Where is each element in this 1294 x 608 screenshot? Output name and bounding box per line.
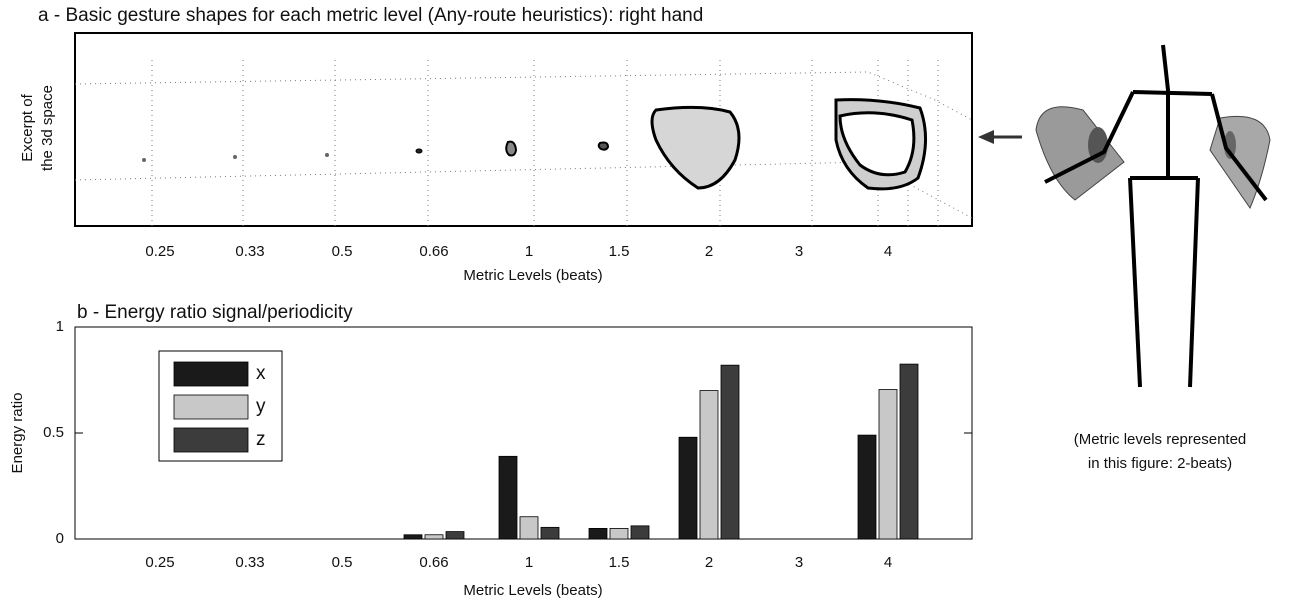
x-tick-label: 0.25 bbox=[145, 554, 174, 571]
bar bbox=[899, 363, 919, 540]
panel-a-frame bbox=[74, 32, 973, 227]
x-tick-label: 0.25 bbox=[145, 243, 174, 260]
bar bbox=[424, 534, 444, 540]
bar bbox=[588, 528, 608, 540]
x-tick-label: 0.33 bbox=[235, 554, 264, 571]
x-tick-label: 0.5 bbox=[332, 243, 353, 260]
bar bbox=[498, 455, 518, 540]
panel-title: b - Energy ratio signal/periodicity bbox=[77, 302, 353, 323]
bar bbox=[699, 390, 719, 540]
pointer-arrow bbox=[978, 130, 1022, 144]
bar bbox=[878, 389, 898, 540]
x-tick-label: 0.66 bbox=[419, 554, 448, 571]
bar bbox=[630, 525, 650, 540]
panel-title: a - Basic gesture shapes for each metric… bbox=[38, 5, 703, 26]
x-axis-label: Metric Levels (beats) bbox=[463, 267, 602, 284]
x-tick-label: 4 bbox=[884, 243, 892, 260]
x-tick-label: 2 bbox=[705, 554, 713, 571]
y-axis-label: the 3d space bbox=[39, 85, 56, 171]
x-tick-label: 1.5 bbox=[609, 243, 630, 260]
bar bbox=[720, 364, 740, 540]
y-axis-label: Excerpt of bbox=[19, 93, 36, 161]
figure-note: in this figure: 2-beats) bbox=[1088, 455, 1232, 472]
x-tick-label: 0.33 bbox=[235, 243, 264, 260]
legend-swatch bbox=[173, 394, 249, 420]
y-axis-label: Energy ratio bbox=[9, 393, 26, 474]
bar bbox=[678, 436, 698, 540]
bar bbox=[519, 516, 539, 540]
y-tick-label: 0 bbox=[56, 530, 64, 547]
x-axis-label: Metric Levels (beats) bbox=[463, 582, 602, 599]
x-tick-label: 1 bbox=[525, 243, 533, 260]
bar bbox=[445, 531, 465, 540]
x-tick-label: 3 bbox=[795, 243, 803, 260]
legend-swatch bbox=[173, 427, 249, 453]
legend-label: z bbox=[256, 429, 266, 450]
figure-note: (Metric levels represented bbox=[1074, 431, 1247, 448]
x-tick-label: 3 bbox=[795, 554, 803, 571]
legend-label: x bbox=[256, 363, 266, 384]
bar bbox=[403, 534, 423, 540]
bar bbox=[540, 526, 560, 540]
x-tick-label: 0.5 bbox=[332, 554, 353, 571]
gesture-shapes bbox=[142, 98, 928, 191]
y-tick-label: 0.5 bbox=[43, 424, 64, 441]
x-tick-label: 0.66 bbox=[419, 243, 448, 260]
legend-swatch bbox=[173, 361, 249, 387]
bar bbox=[609, 528, 629, 540]
y-tick-label: 1 bbox=[56, 318, 64, 335]
legend-label: y bbox=[256, 396, 266, 417]
x-tick-label: 4 bbox=[884, 554, 892, 571]
skeleton-illustration bbox=[1035, 44, 1271, 388]
bar bbox=[857, 434, 877, 540]
x-tick-label: 1 bbox=[525, 554, 533, 571]
x-tick-label: 2 bbox=[705, 243, 713, 260]
x-tick-label: 1.5 bbox=[609, 554, 630, 571]
